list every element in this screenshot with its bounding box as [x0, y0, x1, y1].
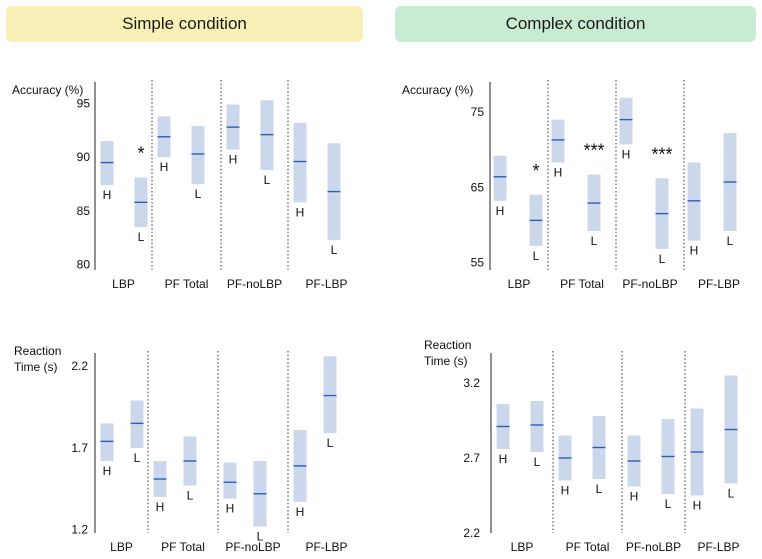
y-tick-label: 1.7	[71, 441, 88, 455]
y-tick-label: 95	[77, 96, 91, 110]
y-tick-label: 3.2	[463, 376, 480, 390]
complex-reaction-time-chart: Reaction Time (s) 2.2 2.7 3.2 LBP PF Total PF-n…	[424, 338, 740, 554]
box-label-lbp-l: L	[533, 249, 540, 263]
complex-condition-header: Complex condition	[395, 6, 756, 42]
category-label-pf-lbp: PF-LBP	[305, 540, 347, 554]
y-tick-label: 2.7	[463, 451, 480, 465]
category-label-pf-nolbp: PF-noLBP	[227, 277, 282, 291]
box-lbp-h	[493, 155, 507, 201]
box-label-pf-total-l: L	[187, 489, 194, 503]
category-label-lbp: LBP	[112, 277, 135, 291]
box-lbp-l	[130, 400, 144, 448]
category-label-pf-nolbp: PF-noLBP	[225, 540, 280, 554]
box-pf-lbp-h	[293, 122, 307, 203]
category-label-lbp: LBP	[511, 540, 534, 554]
y-tick-label: 80	[77, 258, 91, 272]
category-label-pf-nolbp: PF-noLBP	[622, 277, 677, 291]
category-label-lbp: LBP	[110, 540, 133, 554]
significance-marker-lbp: *	[532, 161, 539, 181]
box-lbp-l	[530, 401, 544, 452]
y-tick-label: 90	[77, 150, 91, 164]
box-label-pf-nolbp-l: L	[659, 252, 666, 266]
box-pf-total-l	[191, 126, 205, 185]
box-label-pf-total-l: L	[195, 187, 202, 201]
box-pf-lbp-l	[323, 356, 337, 434]
box-label-pf-lbp-h: H	[296, 205, 305, 219]
y-axis-label: Accuracy (%)	[12, 83, 83, 97]
box-label-pf-nolbp-h: H	[622, 147, 631, 161]
category-label-pf-nolbp: PF-noLBP	[626, 540, 681, 554]
box-label-pf-total-h: H	[554, 165, 563, 179]
y-axis-label: Reaction Time (s)	[14, 344, 61, 374]
box-label-pf-lbp-h: H	[690, 244, 699, 258]
box-pf-lbp-h	[687, 162, 701, 241]
y-tick-label: 65	[471, 180, 485, 194]
significance-marker-pf-nolbp: ***	[651, 144, 672, 164]
category-label-pf-total: PF Total	[560, 277, 604, 291]
simple-reaction-time-chart: Reaction Time (s) 1.2 1.7 2.2 LBP PF Total PF-n…	[14, 344, 348, 554]
category-label-pf-lbp: PF-LBP	[698, 277, 740, 291]
box-label-lbp-h: H	[103, 188, 112, 202]
box-label-pf-nolbp-l: L	[665, 497, 672, 511]
box-label-lbp-l: L	[134, 451, 141, 465]
category-label-pf-total: PF Total	[161, 540, 205, 554]
box-label-pf-lbp-l: L	[728, 487, 735, 501]
box-label-pf-lbp-l: L	[331, 243, 338, 257]
y-tick-label: 85	[77, 204, 91, 218]
box-label-pf-total-l: L	[596, 482, 603, 496]
box-label-pf-lbp-l: L	[327, 436, 334, 450]
category-label-pf-total: PF Total	[165, 277, 209, 291]
box-label-lbp-l: L	[138, 230, 145, 244]
complex-accuracy-chart: Accuracy (%) 55 65 75 LBP PF Total PF-noLBP PF-…	[402, 80, 740, 291]
box-label-pf-nolbp-h: H	[229, 153, 238, 167]
box-label-pf-total-l: L	[591, 234, 598, 248]
category-label-pf-total: PF Total	[566, 540, 610, 554]
simple-accuracy-chart: Accuracy (%) 80 85 90 95 LBP PF Total PF-noLBP P…	[12, 80, 348, 291]
box-label-lbp-h: H	[499, 452, 508, 466]
box-label-lbp-h: H	[103, 464, 112, 478]
significance-marker-lbp: *	[137, 144, 144, 164]
box-label-pf-total-h: H	[160, 160, 169, 174]
y-tick-label: 1.2	[71, 523, 88, 537]
box-label-lbp-l: L	[534, 455, 541, 469]
box-label-pf-lbp-l: L	[727, 234, 734, 248]
y-axis-label: Reaction Time (s)	[424, 338, 471, 368]
box-label-pf-nolbp-l: L	[257, 529, 264, 543]
box-label-pf-nolbp-h: H	[630, 490, 639, 504]
box-label-lbp-h: H	[496, 204, 505, 218]
box-label-pf-total-h: H	[156, 500, 165, 514]
box-lbp-h	[100, 423, 114, 461]
box-label-pf-lbp-h: H	[693, 499, 702, 513]
box-pf-total-h	[551, 119, 565, 163]
category-label-pf-lbp: PF-LBP	[305, 277, 347, 291]
box-label-pf-nolbp-h: H	[226, 502, 235, 516]
box-label-pf-total-h: H	[561, 484, 570, 498]
y-tick-label: 2.2	[71, 359, 88, 373]
y-tick-label: 75	[471, 105, 485, 119]
box-pf-nolbp-h	[223, 462, 237, 499]
box-pf-nolbp-h	[619, 97, 633, 145]
category-label-pf-lbp: PF-LBP	[697, 540, 739, 554]
category-label-lbp: LBP	[508, 277, 531, 291]
box-label-pf-nolbp-l: L	[264, 173, 271, 187]
significance-marker-pf-total: ***	[583, 140, 604, 160]
y-axis-label: Accuracy (%)	[402, 83, 473, 97]
simple-condition-header: Simple condition	[6, 6, 363, 42]
box-label-pf-lbp-h: H	[296, 505, 305, 519]
y-tick-label: 55	[471, 255, 485, 269]
y-tick-label: 2.2	[463, 526, 480, 540]
